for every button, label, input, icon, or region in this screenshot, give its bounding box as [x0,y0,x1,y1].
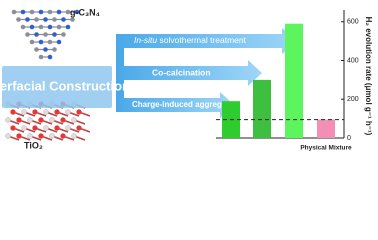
atom [49,117,55,123]
center-label: Interfacial Construction [0,78,130,93]
atom [38,117,44,123]
center-box [2,66,112,108]
atom [25,17,30,22]
atom [47,54,53,60]
top-material-label: g-C₃N₄ [70,7,100,17]
atom [52,17,57,22]
atom [43,47,48,52]
atom [38,54,44,60]
atom [70,17,75,22]
arrow-label: Co-calcination [152,67,211,77]
atom [47,39,53,45]
arrow-label: In-situ solvothermal treatment [134,35,247,45]
arrow-label: Charge-induced aggregation [132,100,241,109]
atom [25,32,30,37]
atom [54,125,60,131]
atom [38,24,44,30]
atom [20,9,26,15]
atom [38,133,44,139]
atom [54,109,60,115]
atom [52,32,57,37]
arrow [116,60,262,86]
atom [10,125,16,131]
atom [56,9,62,15]
atom [43,17,48,22]
atom [5,133,11,139]
arrow-label-italic: In-situ [134,35,157,45]
atom [21,125,27,131]
atom [38,39,44,45]
atom [60,133,66,139]
atom [43,109,49,115]
atom [11,9,17,15]
atom [60,117,66,123]
y-tick-label: 0 [347,135,351,142]
atom [61,32,66,37]
atom [65,109,71,115]
atom [16,17,21,22]
atom [56,39,62,45]
arrow [116,92,234,118]
atom [65,24,71,30]
atom [47,24,53,30]
y-tick-label: 400 [347,57,359,64]
atom [65,125,71,131]
atom [65,9,71,15]
atom [5,117,11,123]
atom [16,117,22,123]
atom [29,24,35,30]
atom [43,125,49,131]
atom [47,9,53,15]
y-axis-label: H₂ evolution rate (μmol g⁻¹ h⁻¹) [364,17,373,136]
figure: In-situ solvothermal treatment Co-calcin… [0,7,373,152]
atom [71,133,77,139]
bar [285,23,303,138]
atom [21,109,27,115]
atom [16,133,22,139]
atom [32,125,38,131]
y-tick-label: 600 [347,19,359,26]
atom [71,117,77,123]
x-tick-label: Physical Mixture [300,145,352,152]
atom [10,109,16,115]
atom [34,17,39,22]
atom [52,47,57,52]
atom [20,24,26,30]
lattice [5,9,91,141]
atom [34,32,39,37]
atom [27,133,33,139]
atom [32,109,38,115]
atom [38,9,44,15]
atom [27,117,33,123]
arrow-label-rest: solvothermal treatment [157,35,246,45]
arrow [116,28,298,54]
atom [76,125,82,131]
y-tick-label: 200 [347,96,359,103]
bar [317,119,335,138]
atom [29,39,35,45]
atom [74,9,80,15]
atom [56,24,62,30]
atom [61,17,66,22]
atom [43,32,48,37]
arrows [116,28,298,118]
bar [253,79,271,138]
atom [76,109,82,115]
atom [49,133,55,139]
atom [29,9,35,15]
atom [34,47,39,52]
bottom-material-label: TiO₂ [24,140,43,150]
